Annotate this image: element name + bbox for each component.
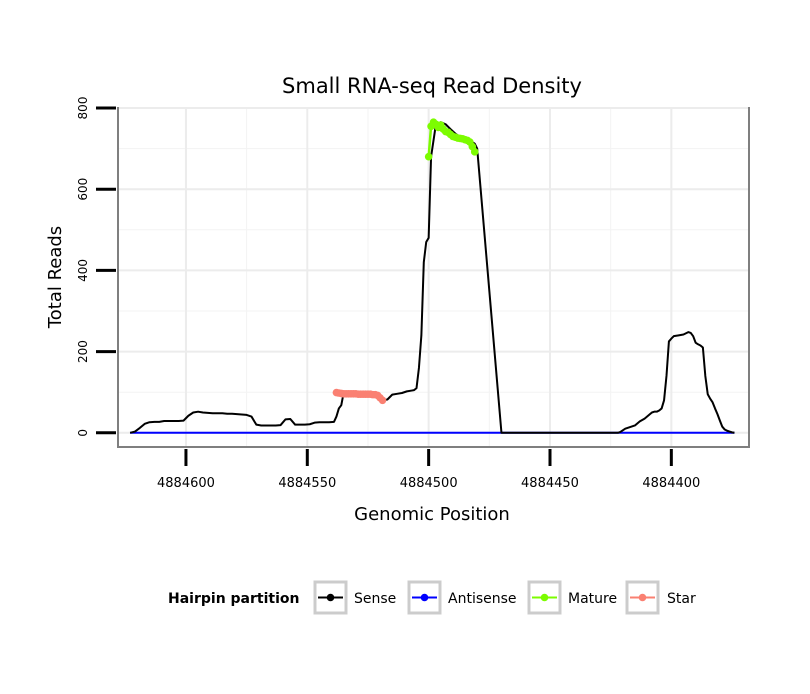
chart-title: Small RNA-seq Read Density — [282, 74, 582, 98]
plot-panel — [117, 107, 750, 448]
legend-key-point — [638, 593, 647, 602]
legend-key-point — [420, 593, 429, 602]
legend-key-point — [540, 593, 549, 602]
star-point — [378, 396, 387, 405]
y-axis-label: Total Reads — [45, 226, 66, 329]
x-tick-label: 4884450 — [521, 476, 579, 491]
mature-point — [424, 152, 433, 161]
axes: 0 200 400 600 800 4884600 4884550 4884500 488445… — [76, 97, 700, 491]
y-tick-label: 400 — [76, 259, 90, 282]
sense-series-line — [129, 121, 735, 434]
y-tick-label: 0 — [76, 429, 90, 437]
legend-item-mature: Mature — [527, 580, 617, 615]
legend-label-star: Star — [667, 591, 696, 607]
x-tick-label: 4884400 — [642, 476, 700, 491]
mature-point — [470, 148, 479, 156]
legend-item-star: Star — [625, 580, 696, 615]
legend-item-antisense: Antisense — [407, 580, 517, 615]
y-tick-label: 200 — [76, 340, 90, 363]
legend-label-mature: Mature — [568, 591, 617, 607]
legend-label-sense: Sense — [354, 591, 396, 607]
legend-key-point — [326, 593, 335, 602]
x-tick-label: 4884500 — [400, 476, 458, 491]
data-series — [129, 118, 735, 434]
legend-item-sense: Sense — [313, 580, 396, 615]
y-tick-label: 800 — [76, 97, 90, 120]
legend-title: Hairpin partition — [168, 591, 299, 607]
x-tick-label: 4884550 — [278, 476, 336, 491]
legend: Hairpin partition Sense Antisense Mature St… — [168, 580, 696, 615]
x-tick-label: 4884600 — [157, 476, 215, 491]
x-axis-label: Genomic Position — [354, 504, 510, 525]
y-tick-label: 600 — [76, 178, 90, 201]
legend-label-antisense: Antisense — [448, 591, 517, 607]
